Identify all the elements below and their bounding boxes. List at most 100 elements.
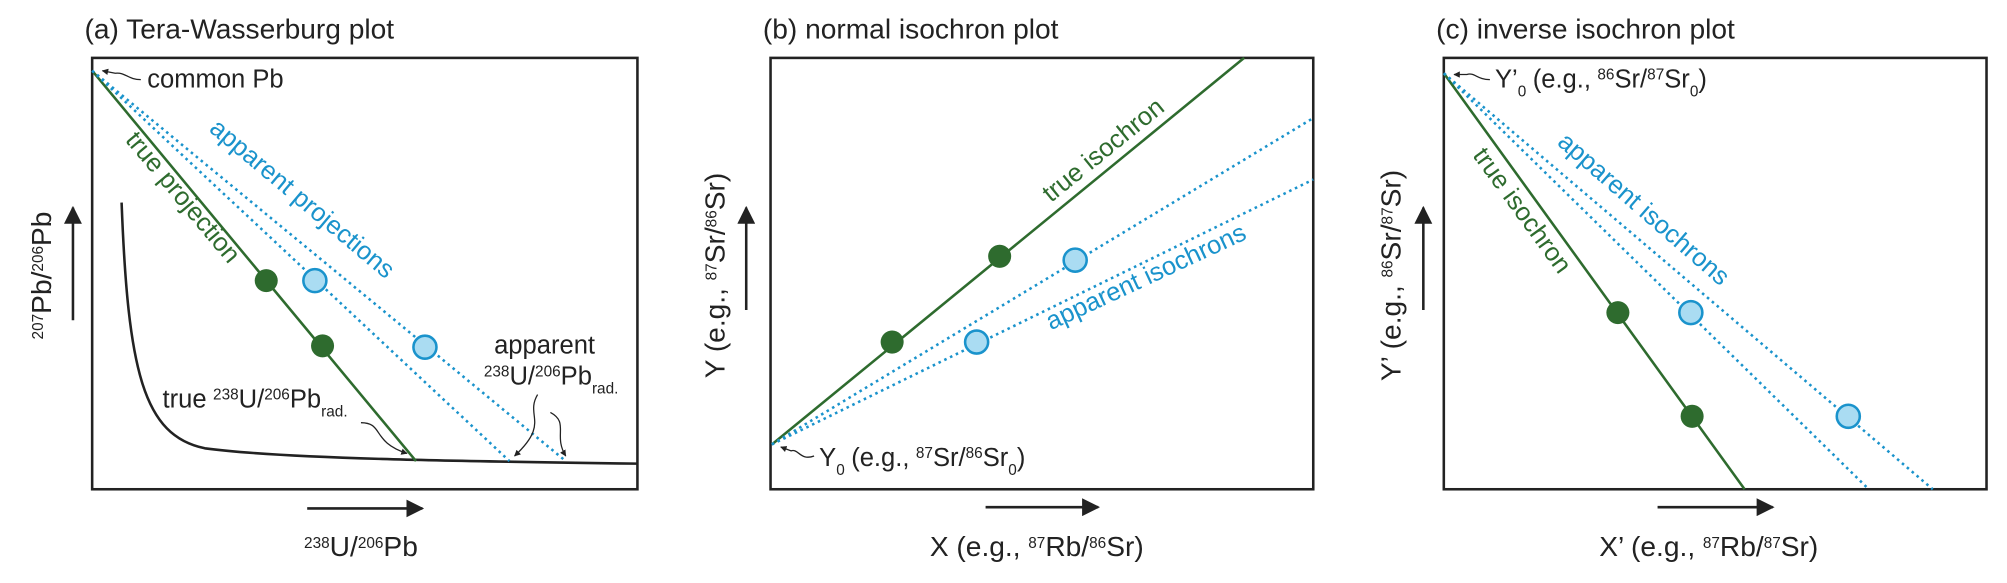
pointer xyxy=(101,68,141,81)
text: Pb xyxy=(383,531,417,562)
text: Sr/ xyxy=(699,227,730,263)
y-axis-label: Y (e.g., 87Sr/86Sr) xyxy=(699,173,730,379)
sup: 86 xyxy=(1597,66,1614,83)
y-axis-label: 207Pb/206Pb xyxy=(26,212,57,340)
sub: 0 xyxy=(1518,83,1527,100)
green-point xyxy=(1680,404,1704,428)
annotation: true 238U/206Pbrad. xyxy=(163,385,348,420)
text: Sr) xyxy=(699,173,730,211)
sup: 87 xyxy=(1379,207,1396,224)
text: Sr) xyxy=(1375,170,1406,208)
true-label: true isochron xyxy=(1037,93,1170,208)
true-line xyxy=(1442,72,1746,491)
annotation: Y’0 (e.g., 86Sr/87Sr0) xyxy=(1495,65,1707,100)
annotation: common Pb xyxy=(147,65,283,93)
annotation: apparent xyxy=(494,332,595,360)
x-axis-label: X’ (e.g., 87Rb/87Sr) xyxy=(1599,531,1818,562)
apparent-line xyxy=(1442,72,1934,491)
text: (e.g., xyxy=(851,444,909,472)
x-axis-label: 238U/206Pb xyxy=(304,531,418,562)
plot-frame xyxy=(1442,56,1988,491)
annotation: 238U/206Pbrad. xyxy=(484,362,619,397)
text: X (e.g., xyxy=(930,531,1021,562)
text: Pb xyxy=(561,362,592,390)
sup: 207 xyxy=(30,314,47,340)
panel-c: (c) inverse isochron plot true isochron … xyxy=(1375,14,1988,562)
green-point xyxy=(880,330,904,354)
text: Rb/ xyxy=(1045,531,1089,562)
text: U/ xyxy=(509,362,535,390)
pointer xyxy=(550,411,567,457)
sup: 87 xyxy=(916,445,933,462)
sup: 206 xyxy=(358,534,384,551)
pointer xyxy=(360,422,408,455)
blue-point xyxy=(1062,247,1088,273)
text: Sr) xyxy=(1781,531,1819,562)
sup: 86 xyxy=(703,210,720,227)
green-point xyxy=(1606,301,1630,325)
text: Sr/ xyxy=(1614,65,1648,93)
blue-point xyxy=(1678,299,1704,326)
text: Sr xyxy=(983,444,1009,472)
sup: 206 xyxy=(264,386,290,403)
text: Rb/ xyxy=(1720,531,1764,562)
panel-title: (c) inverse isochron plot xyxy=(1436,14,1735,45)
sup: 238 xyxy=(213,386,239,403)
sub: 0 xyxy=(1008,462,1017,479)
sup: 206 xyxy=(535,363,561,380)
text: Y (e.g., xyxy=(699,288,730,378)
text: Y’ (e.g., xyxy=(1375,285,1406,381)
sup: 206 xyxy=(30,246,47,272)
sup: 86 xyxy=(1089,534,1106,551)
sup: 87 xyxy=(1028,534,1045,551)
sub: 0 xyxy=(1690,83,1699,100)
blue-point xyxy=(1835,403,1862,430)
pointer xyxy=(1453,71,1490,81)
panel-b: (b) normal isochron plot true isochron a… xyxy=(699,14,1315,562)
panel-title: (b) normal isochron plot xyxy=(763,14,1059,45)
text: Pb xyxy=(290,385,321,413)
text: X’ (e.g., xyxy=(1599,531,1695,562)
green-point xyxy=(988,244,1012,268)
apparent-line xyxy=(1442,72,1870,491)
sup: 86 xyxy=(966,445,983,462)
plot-frame xyxy=(90,56,639,491)
text: U/ xyxy=(330,531,358,562)
sup: 238 xyxy=(484,363,510,380)
text: Sr) xyxy=(1106,531,1144,562)
sup: 87 xyxy=(1764,534,1781,551)
true-label: true isochron xyxy=(1467,143,1577,279)
sub: rad. xyxy=(321,403,347,420)
text: U/ xyxy=(239,385,265,413)
sup: 238 xyxy=(304,534,330,551)
text: Pb/ xyxy=(26,271,57,313)
apparent-label: apparent isochrons xyxy=(1552,127,1735,291)
green-point xyxy=(254,269,278,293)
text: Sr xyxy=(1664,65,1690,93)
concordia-curve xyxy=(120,202,638,465)
sup: 87 xyxy=(1647,66,1664,83)
annotation: Y0 (e.g., 87Sr/86Sr0) xyxy=(819,444,1025,479)
text: Sr/ xyxy=(1375,224,1406,260)
green-point xyxy=(311,334,335,358)
text: Y’ xyxy=(1495,65,1518,93)
text: ) xyxy=(1698,65,1707,93)
apparent-label: apparent isochrons xyxy=(1042,219,1251,336)
panel-a: (a) Tera-Wasserburg plot common Pb true … xyxy=(26,14,639,562)
apparent-line xyxy=(771,178,1314,446)
plot-frame xyxy=(769,56,1315,491)
apparent-line xyxy=(771,116,1314,446)
blue-point xyxy=(963,329,990,355)
text: Pb xyxy=(26,212,57,246)
y-axis-label: Y’ (e.g., 86Sr/87Sr) xyxy=(1375,170,1406,381)
panel-title: (a) Tera-Wasserburg plot xyxy=(84,14,394,45)
text: Y xyxy=(819,444,836,472)
text: (e.g., xyxy=(1533,65,1591,93)
pointer xyxy=(514,394,539,457)
sup: 87 xyxy=(703,263,720,280)
sup: 86 xyxy=(1379,260,1396,277)
blue-point xyxy=(302,267,328,294)
pointer xyxy=(780,446,815,458)
